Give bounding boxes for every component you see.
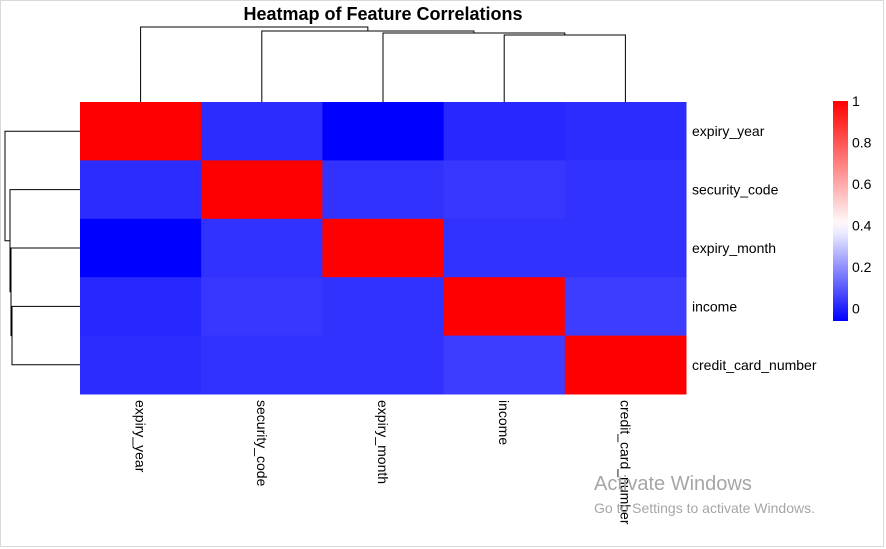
heatmap-cell: [80, 102, 202, 161]
column-labels: expiry_year security_code expiry_month inco…: [133, 400, 634, 525]
legend-tick-label: 0.4: [852, 218, 872, 234]
dendrogram-branch: [4, 130, 80, 242]
heatmap-cell: [322, 160, 445, 220]
heatmap-cell: [322, 102, 445, 161]
heatmap-cell: [443, 277, 566, 337]
legend-tick-label: 1: [852, 93, 860, 109]
heatmap-cell: [322, 277, 445, 337]
heatmap-cell: [80, 335, 202, 395]
heatmap-cell: [80, 160, 202, 220]
row-label: credit_card_number: [692, 357, 817, 373]
dendrogram-branch: [9, 189, 80, 293]
color-legend: 1 0.8 0.6 0.4 0.2 0: [833, 93, 872, 321]
heatmap-cell: [201, 218, 323, 278]
row-label: expiry_year: [692, 123, 765, 139]
heatmap-cell: [80, 218, 202, 278]
column-label: security_code: [254, 400, 270, 487]
legend-tick-label: 0.6: [852, 176, 872, 192]
heatmap-cell: [443, 335, 566, 395]
dendrogram-branch: [140, 26, 369, 102]
heatmap-cell: [443, 160, 566, 220]
dendrogram-branch: [382, 32, 566, 102]
heatmap-cell: [564, 160, 687, 220]
heatmap-cell: [564, 102, 687, 161]
dendrogram-branch: [10, 247, 80, 337]
dendrogram-branch: [11, 305, 80, 366]
legend-tick-label: 0.2: [852, 259, 872, 275]
chart-title: Heatmap of Feature Correlations: [243, 4, 522, 24]
column-dendrogram: [140, 26, 626, 102]
row-label: security_code: [692, 182, 779, 198]
row-dendrogram: [4, 130, 80, 366]
heatmap-cell: [322, 218, 445, 278]
row-label: expiry_month: [692, 240, 776, 256]
heatmap-cell: [201, 335, 323, 395]
legend-colorbar: [833, 101, 848, 321]
heatmap-cell: [201, 160, 323, 220]
heatmap-cell: [322, 335, 445, 395]
dendrogram-branch: [261, 30, 475, 102]
dendrogram-branch: [503, 34, 626, 102]
column-label: expiry_year: [133, 400, 149, 473]
column-label: expiry_month: [375, 400, 391, 484]
heatmap-cell: [564, 218, 687, 278]
legend-tick-label: 0: [852, 301, 860, 317]
heatmap-cell: [443, 102, 566, 161]
heatmap-cell: [564, 277, 687, 337]
heatmap-cell: [443, 218, 566, 278]
heatmap-cells: [80, 102, 687, 395]
heatmap-cell: [564, 335, 687, 395]
heatmap-cell: [80, 277, 202, 337]
row-labels: expiry_year security_code expiry_monthinco…: [692, 123, 817, 373]
row-label: income: [692, 298, 737, 314]
column-label: credit_card_number: [617, 400, 633, 525]
heatmap-cell: [201, 102, 323, 161]
legend-tick-label: 0.8: [852, 135, 872, 151]
column-label: income: [496, 400, 512, 445]
heatmap-cell: [201, 277, 323, 337]
